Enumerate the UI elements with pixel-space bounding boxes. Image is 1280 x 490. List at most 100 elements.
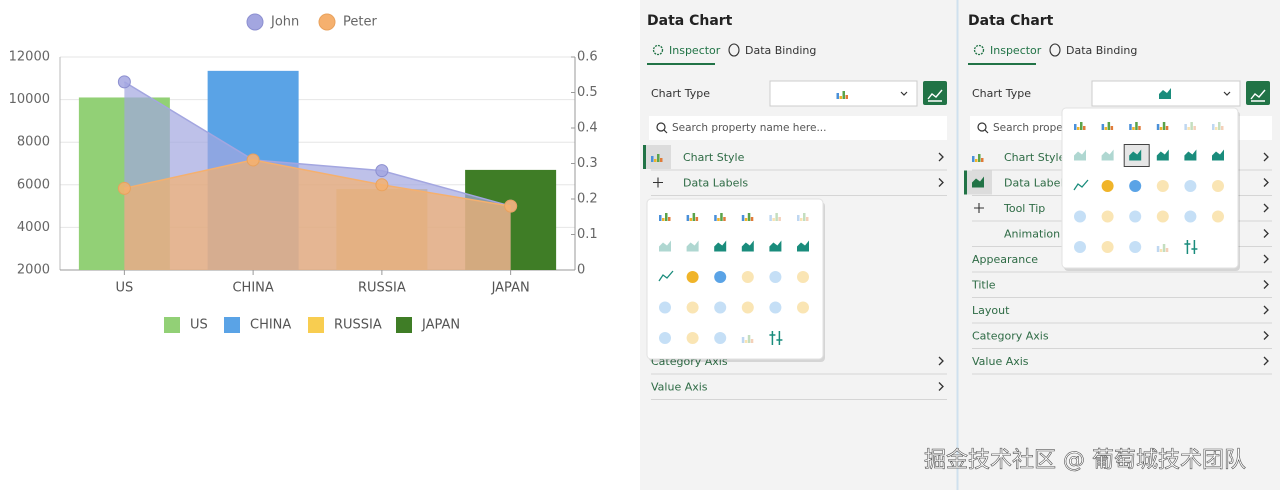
chart-type-option[interactable] [1101, 210, 1114, 223]
legend-label[interactable]: Peter [343, 15, 377, 30]
icon [723, 217, 726, 221]
chart-type-option[interactable] [1184, 122, 1196, 130]
chart-type-option[interactable] [659, 213, 671, 221]
chart-type-option[interactable] [659, 332, 671, 344]
chart-type-option[interactable] [658, 270, 674, 282]
icon [1129, 210, 1142, 223]
chart-type-option[interactable] [1073, 179, 1089, 191]
chart-type-option[interactable] [686, 332, 699, 344]
chart-type-option[interactable] [1129, 149, 1142, 161]
chart-type-option[interactable] [714, 301, 727, 314]
legend-marker[interactable] [246, 13, 264, 31]
chart-type-option[interactable] [1184, 149, 1197, 161]
chart-type-option[interactable] [769, 301, 782, 314]
legend-label[interactable]: John [270, 15, 299, 30]
chart-type-option[interactable] [741, 271, 754, 283]
tab[interactable]: Inspector [669, 44, 721, 57]
chart-type-option[interactable] [1101, 180, 1114, 192]
chart-type-option[interactable] [1129, 210, 1142, 223]
chart-type-option[interactable] [1074, 149, 1086, 161]
icon [750, 217, 754, 221]
legend-label[interactable]: US [190, 318, 208, 333]
chart-type-option[interactable] [741, 213, 754, 221]
chart-type-option[interactable] [797, 271, 809, 283]
chart-type-option[interactable] [769, 240, 782, 252]
y-tick-label: 8000 [17, 135, 50, 150]
tab[interactable]: Inspector [990, 44, 1042, 57]
chart-type-option[interactable] [686, 213, 699, 221]
section-label[interactable]: Chart Style [683, 151, 745, 164]
chart-type-option[interactable] [741, 335, 754, 343]
chart-type-option[interactable] [1129, 241, 1142, 253]
dropdown-arrow [900, 91, 908, 96]
chart-type-option[interactable] [686, 271, 699, 283]
chart-type-button[interactable] [1246, 81, 1270, 105]
chart-type-button[interactable] [923, 81, 947, 105]
chart-type-option[interactable] [797, 301, 809, 314]
icon [1073, 179, 1089, 191]
chart-type-option[interactable] [714, 332, 727, 344]
chart-type-option[interactable] [1156, 244, 1169, 252]
legend-marker[interactable] [308, 317, 324, 333]
chart-type-option[interactable] [1184, 210, 1197, 223]
chart-type-option[interactable] [1156, 210, 1169, 223]
chart-type-option[interactable] [1212, 122, 1224, 130]
tab[interactable]: Data Binding [1066, 44, 1137, 57]
legend-marker[interactable] [396, 317, 412, 333]
chart-type-option[interactable] [686, 301, 699, 314]
icon [686, 215, 690, 221]
chart-type-option[interactable] [1212, 149, 1224, 161]
legend-marker[interactable] [164, 317, 180, 333]
chart-type-option[interactable] [714, 240, 727, 252]
section-label[interactable]: Layout [972, 304, 1010, 317]
section-label[interactable]: Appearance [972, 253, 1038, 266]
legend-label[interactable]: RUSSIA [334, 318, 382, 333]
legend-label[interactable]: JAPAN [421, 318, 460, 333]
section-label[interactable]: Value Axis [972, 355, 1029, 368]
section-label[interactable]: Chart Style [1004, 151, 1066, 164]
search-box[interactable] [649, 116, 947, 140]
legend-marker[interactable] [318, 13, 336, 31]
chart-type-option[interactable] [741, 240, 754, 252]
chart-type-option[interactable] [1156, 149, 1169, 161]
chart-type-option[interactable] [1129, 180, 1142, 192]
icon [1156, 124, 1160, 130]
chart-type-option[interactable] [1074, 241, 1086, 253]
chart-type-option[interactable] [714, 271, 727, 283]
chart-type-option[interactable] [1074, 122, 1086, 130]
y-tick-label: 4000 [17, 220, 50, 235]
section-label[interactable]: Data Labels [683, 177, 748, 190]
tab[interactable]: Data Binding [745, 44, 816, 57]
chart-type-option[interactable] [659, 301, 671, 314]
chart-type-option[interactable] [769, 271, 782, 283]
chart-type-option[interactable] [686, 240, 699, 252]
chart-type-option[interactable] [1212, 210, 1224, 223]
chart-type-option[interactable] [797, 240, 809, 252]
chart-type-option[interactable] [1101, 149, 1114, 161]
chart-type-option[interactable] [1074, 210, 1086, 223]
chart-type-option[interactable] [741, 301, 754, 314]
chart-type-option[interactable] [1212, 180, 1224, 192]
icon [1184, 210, 1197, 223]
section-label[interactable]: Animation [1004, 228, 1060, 241]
section-label[interactable]: Value Axis [651, 381, 708, 394]
legend-label[interactable]: CHINA [250, 318, 291, 333]
section-label[interactable]: Tool Tip [1003, 202, 1045, 215]
legend-marker[interactable] [224, 317, 240, 333]
chart-type-option[interactable] [1156, 180, 1169, 192]
chart-type-option[interactable] [1156, 122, 1169, 130]
chart-type-option[interactable] [769, 213, 781, 221]
chart-type-option[interactable] [769, 331, 783, 345]
icon [1165, 248, 1169, 252]
chart-type-option[interactable] [659, 240, 671, 252]
chart-type-option[interactable] [1184, 180, 1197, 192]
chart-type-option[interactable] [1101, 241, 1114, 253]
chart-type-option[interactable] [797, 213, 809, 221]
chart-type-option[interactable] [1184, 240, 1198, 254]
chart-type-option[interactable] [1129, 122, 1141, 130]
section-label[interactable]: Category Axis [972, 330, 1049, 343]
chart-type-option[interactable] [714, 213, 726, 221]
section-label[interactable]: Title [971, 279, 996, 292]
chart-type-option[interactable] [1101, 122, 1114, 130]
section-label[interactable]: Data Labels [1004, 177, 1069, 190]
